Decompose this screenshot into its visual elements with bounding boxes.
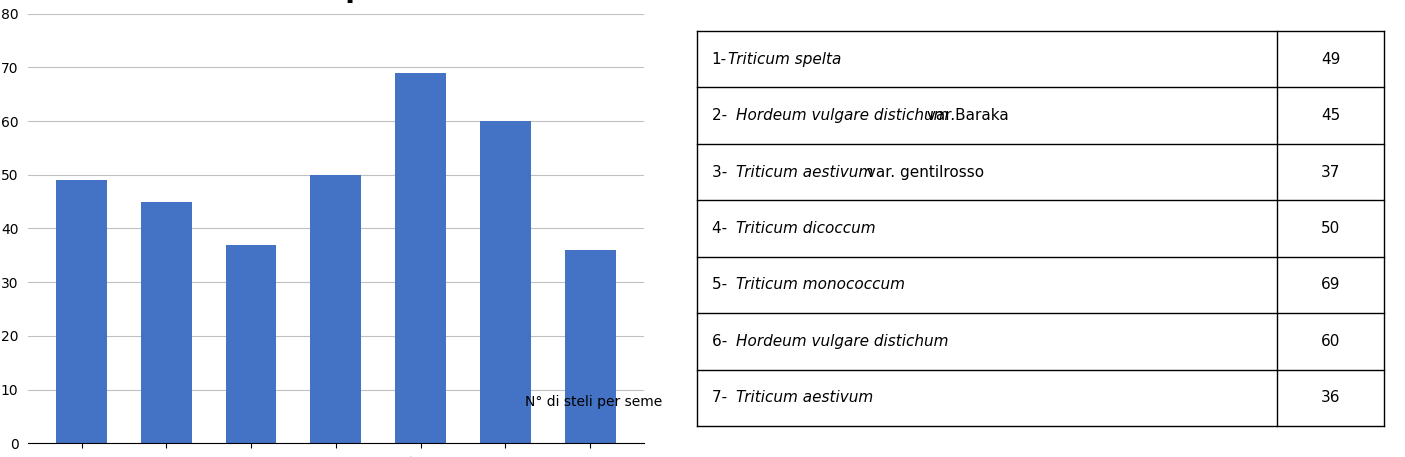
Text: 3-: 3- (711, 165, 732, 180)
Text: 49: 49 (1321, 52, 1340, 67)
Bar (56, 180, 107, 443)
Text: 2-: 2- (711, 108, 732, 123)
Text: Triticum monococcum: Triticum monococcum (736, 277, 905, 292)
Text: 6-: 6- (711, 334, 732, 349)
Text: 5-: 5- (711, 277, 732, 292)
Text: var. gentilrosso: var. gentilrosso (863, 165, 985, 180)
Text: Triticum aestivum: Triticum aestivum (736, 165, 873, 180)
Text: Triticum spelta: Triticum spelta (728, 52, 842, 67)
Text: 45: 45 (1321, 108, 1340, 123)
Bar (311, 175, 361, 443)
Bar (481, 121, 531, 443)
Text: Hordeum vulgare distichum: Hordeum vulgare distichum (736, 334, 948, 349)
Bar (565, 250, 615, 443)
Text: 50: 50 (1321, 221, 1340, 236)
Text: 36: 36 (1321, 390, 1340, 405)
Text: 1-: 1- (711, 52, 726, 67)
Text: 37: 37 (1321, 165, 1340, 180)
Text: Hordeum vulgare distichum: Hordeum vulgare distichum (736, 108, 948, 123)
Title: N° di steli per seme: N° di steli per seme (181, 0, 490, 3)
Bar (395, 73, 445, 443)
Legend: N° di steli per seme: N° di steli per seme (481, 390, 667, 415)
Text: var.Baraka: var.Baraka (922, 108, 1009, 123)
Text: Triticum aestivum: Triticum aestivum (736, 390, 873, 405)
Text: 69: 69 (1321, 277, 1340, 292)
Bar (140, 202, 191, 443)
Text: 4-: 4- (711, 221, 732, 236)
Text: Triticum dicoccum: Triticum dicoccum (736, 221, 875, 236)
Text: 60: 60 (1321, 334, 1340, 349)
Bar (226, 244, 277, 443)
Text: 7-: 7- (711, 390, 732, 405)
